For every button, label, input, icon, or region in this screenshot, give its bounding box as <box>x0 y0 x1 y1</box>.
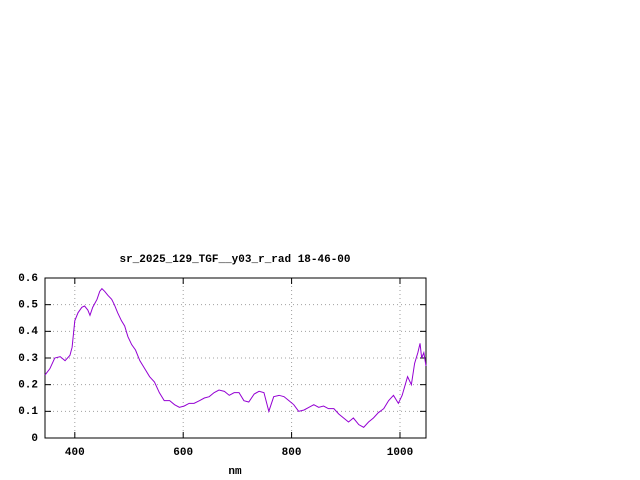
chart-title: sr_2025_129_TGF__y03_r_rad 18-46-00 <box>119 254 350 266</box>
x-tick-label: 1000 <box>387 447 413 459</box>
x-tick-label: 600 <box>173 447 193 459</box>
y-tick-label: 0.3 <box>18 353 38 365</box>
y-tick-label: 0.2 <box>18 380 38 392</box>
data-line <box>44 287 427 428</box>
y-tick-label: 0.6 <box>18 273 38 285</box>
y-tick-label: 0 <box>31 433 38 445</box>
y-tick-label: 0.1 <box>18 406 38 418</box>
y-tick-label: 0.5 <box>18 300 38 312</box>
x-tick-label: 400 <box>65 447 85 459</box>
plot-border <box>44 277 427 439</box>
x-axis-label: nm <box>228 466 242 478</box>
x-tick-label: 800 <box>282 447 302 459</box>
y-tick-label: 0.4 <box>18 326 38 338</box>
